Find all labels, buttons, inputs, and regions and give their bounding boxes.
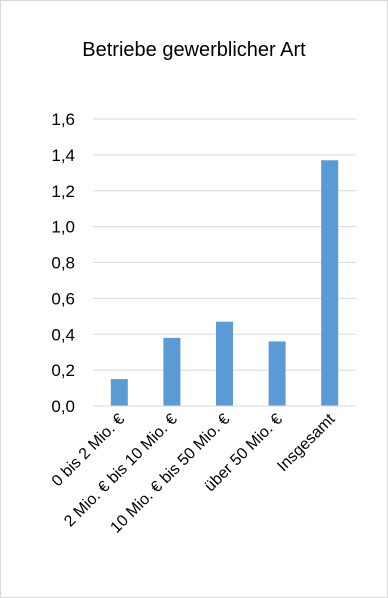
y-tick-label: 1,2 [51, 182, 75, 201]
y-axis-ticks: 0,0 0,2 0,4 0,6 0,8 1,0 1,2 1,4 1,6 [51, 110, 75, 416]
y-tick-label: 1,0 [51, 218, 75, 237]
bar [268, 341, 286, 406]
x-category-label: Insgesamt [274, 410, 339, 475]
bars [110, 160, 339, 406]
y-tick-label: 0,0 [51, 397, 75, 416]
category-labels: 0 bis 2 Mio. €2 Mio. € bis 10 Mio. €10 M… [49, 410, 339, 536]
y-tick-label: 0,4 [51, 325, 75, 344]
bar [321, 160, 339, 406]
y-tick-label: 1,6 [51, 110, 75, 129]
y-tick-label: 0,8 [51, 254, 75, 273]
bar [110, 379, 128, 406]
bar [216, 321, 233, 406]
y-tick-label: 0,6 [51, 289, 75, 308]
gridlines [93, 118, 356, 371]
y-tick-label: 0,2 [51, 361, 75, 380]
chart-title: Betriebe gewerblicher Art [82, 39, 306, 61]
bar [163, 337, 181, 406]
y-tick-label: 1,4 [51, 146, 75, 165]
